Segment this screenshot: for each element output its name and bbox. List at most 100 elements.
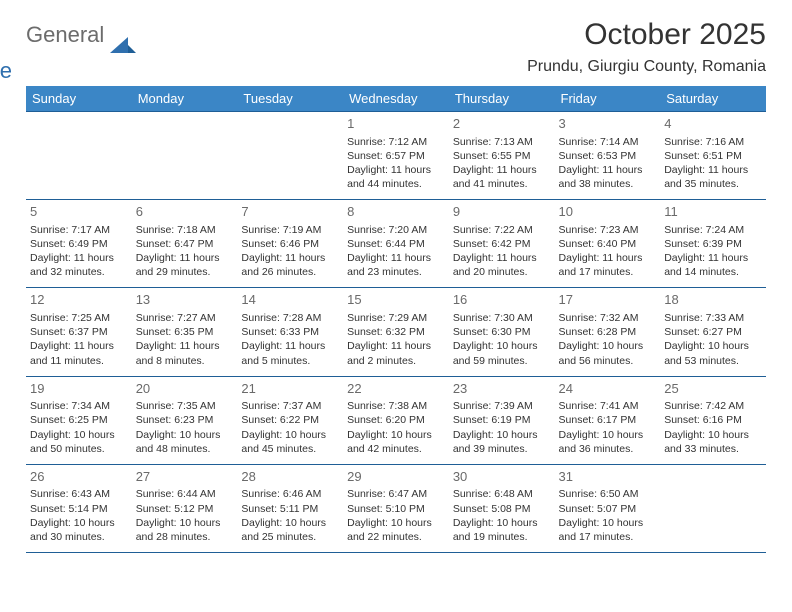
calendar-day-cell: 19Sunrise: 7:34 AMSunset: 6:25 PMDayligh… xyxy=(26,376,132,464)
day-number: 25 xyxy=(664,380,762,398)
day-number: 27 xyxy=(136,468,234,486)
daylight-text: Daylight: 10 hours and 39 minutes. xyxy=(453,428,551,456)
sunset-text: Sunset: 5:08 PM xyxy=(453,502,551,516)
sunrise-text: Sunrise: 7:25 AM xyxy=(30,311,128,325)
sunset-text: Sunset: 6:25 PM xyxy=(30,413,128,427)
calendar-day-cell: 27Sunrise: 6:44 AMSunset: 5:12 PMDayligh… xyxy=(132,464,238,552)
sunset-text: Sunset: 5:12 PM xyxy=(136,502,234,516)
sunset-text: Sunset: 5:07 PM xyxy=(559,502,657,516)
daylight-text: Daylight: 11 hours and 29 minutes. xyxy=(136,251,234,279)
sunset-text: Sunset: 5:10 PM xyxy=(347,502,445,516)
sunrise-text: Sunrise: 7:33 AM xyxy=(664,311,762,325)
calendar-day-cell: 14Sunrise: 7:28 AMSunset: 6:33 PMDayligh… xyxy=(237,288,343,376)
sunset-text: Sunset: 5:14 PM xyxy=(30,502,128,516)
sunset-text: Sunset: 6:22 PM xyxy=(241,413,339,427)
sunrise-text: Sunrise: 7:19 AM xyxy=(241,223,339,237)
calendar-day-cell: 22Sunrise: 7:38 AMSunset: 6:20 PMDayligh… xyxy=(343,376,449,464)
header: General Blue October 2025 Prundu, Giurgi… xyxy=(26,18,766,76)
day-number: 30 xyxy=(453,468,551,486)
daylight-text: Daylight: 10 hours and 56 minutes. xyxy=(559,339,657,367)
daylight-text: Daylight: 10 hours and 22 minutes. xyxy=(347,516,445,544)
day-number: 11 xyxy=(664,203,762,221)
sunrise-text: Sunrise: 7:17 AM xyxy=(30,223,128,237)
sunset-text: Sunset: 6:16 PM xyxy=(664,413,762,427)
daylight-text: Daylight: 11 hours and 17 minutes. xyxy=(559,251,657,279)
calendar-day-cell: 4Sunrise: 7:16 AMSunset: 6:51 PMDaylight… xyxy=(660,112,766,200)
month-title: October 2025 xyxy=(527,18,766,52)
sunrise-text: Sunrise: 7:27 AM xyxy=(136,311,234,325)
weekday-header: Saturday xyxy=(660,86,766,112)
day-number: 7 xyxy=(241,203,339,221)
calendar-day-cell: 31Sunrise: 6:50 AMSunset: 5:07 PMDayligh… xyxy=(555,464,661,552)
day-number: 15 xyxy=(347,291,445,309)
calendar-table: SundayMondayTuesdayWednesdayThursdayFrid… xyxy=(26,86,766,553)
sunrise-text: Sunrise: 7:42 AM xyxy=(664,399,762,413)
calendar-day-cell: 21Sunrise: 7:37 AMSunset: 6:22 PMDayligh… xyxy=(237,376,343,464)
daylight-text: Daylight: 10 hours and 45 minutes. xyxy=(241,428,339,456)
calendar-day-cell: 8Sunrise: 7:20 AMSunset: 6:44 PMDaylight… xyxy=(343,200,449,288)
daylight-text: Daylight: 10 hours and 17 minutes. xyxy=(559,516,657,544)
day-number: 26 xyxy=(30,468,128,486)
sunset-text: Sunset: 6:30 PM xyxy=(453,325,551,339)
weekday-header: Wednesday xyxy=(343,86,449,112)
calendar-day-cell: 16Sunrise: 7:30 AMSunset: 6:30 PMDayligh… xyxy=(449,288,555,376)
calendar-day-cell: 6 Sunrise: 7:18 AMSunset: 6:47 PMDaylight… xyxy=(132,200,238,288)
sunrise-text: Sunrise: 7:18 AM xyxy=(136,223,234,237)
daylight-text: Daylight: 10 hours and 30 minutes. xyxy=(30,516,128,544)
calendar-day-cell: 28Sunrise: 6:46 AMSunset: 5:11 PMDayligh… xyxy=(237,464,343,552)
weekday-header: Tuesday xyxy=(237,86,343,112)
daylight-text: Daylight: 10 hours and 50 minutes. xyxy=(30,428,128,456)
calendar-week-row: 5Sunrise: 7:17 AMSunset: 6:49 PMDaylight… xyxy=(26,200,766,288)
calendar-week-row: 19Sunrise: 7:34 AMSunset: 6:25 PMDayligh… xyxy=(26,376,766,464)
weekday-header: Thursday xyxy=(449,86,555,112)
calendar-day-cell xyxy=(660,464,766,552)
sunset-text: Sunset: 6:28 PM xyxy=(559,325,657,339)
daylight-text: Daylight: 10 hours and 33 minutes. xyxy=(664,428,762,456)
logo-triangle-icon xyxy=(110,35,136,58)
calendar-week-row: 1Sunrise: 7:12 AMSunset: 6:57 PMDaylight… xyxy=(26,112,766,200)
day-number: 21 xyxy=(241,380,339,398)
calendar-day-cell: 18Sunrise: 7:33 AMSunset: 6:27 PMDayligh… xyxy=(660,288,766,376)
logo-text-blue: Blue xyxy=(0,60,46,82)
sunset-text: Sunset: 6:40 PM xyxy=(559,237,657,251)
daylight-text: Daylight: 10 hours and 59 minutes. xyxy=(453,339,551,367)
sunrise-text: Sunrise: 6:43 AM xyxy=(30,487,128,501)
sunrise-text: Sunrise: 7:41 AM xyxy=(559,399,657,413)
day-number: 6 xyxy=(136,203,234,221)
daylight-text: Daylight: 11 hours and 41 minutes. xyxy=(453,163,551,191)
calendar-day-cell: 23Sunrise: 7:39 AMSunset: 6:19 PMDayligh… xyxy=(449,376,555,464)
sunset-text: Sunset: 5:11 PM xyxy=(241,502,339,516)
calendar-day-cell: 9Sunrise: 7:22 AMSunset: 6:42 PMDaylight… xyxy=(449,200,555,288)
daylight-text: Daylight: 10 hours and 48 minutes. xyxy=(136,428,234,456)
day-number: 14 xyxy=(241,291,339,309)
calendar-day-cell: 5Sunrise: 7:17 AMSunset: 6:49 PMDaylight… xyxy=(26,200,132,288)
sunset-text: Sunset: 6:46 PM xyxy=(241,237,339,251)
day-number: 20 xyxy=(136,380,234,398)
sunrise-text: Sunrise: 7:35 AM xyxy=(136,399,234,413)
sunset-text: Sunset: 6:17 PM xyxy=(559,413,657,427)
calendar-day-cell: 13Sunrise: 7:27 AMSunset: 6:35 PMDayligh… xyxy=(132,288,238,376)
day-number: 10 xyxy=(559,203,657,221)
sunset-text: Sunset: 6:35 PM xyxy=(136,325,234,339)
calendar-week-row: 26Sunrise: 6:43 AMSunset: 5:14 PMDayligh… xyxy=(26,464,766,552)
sunrise-text: Sunrise: 7:29 AM xyxy=(347,311,445,325)
calendar-day-cell: 25Sunrise: 7:42 AMSunset: 6:16 PMDayligh… xyxy=(660,376,766,464)
sunset-text: Sunset: 6:42 PM xyxy=(453,237,551,251)
sunrise-text: Sunrise: 7:24 AM xyxy=(664,223,762,237)
calendar-day-cell: 3Sunrise: 7:14 AMSunset: 6:53 PMDaylight… xyxy=(555,112,661,200)
sunset-text: Sunset: 6:47 PM xyxy=(136,237,234,251)
daylight-text: Daylight: 11 hours and 32 minutes. xyxy=(30,251,128,279)
day-number: 24 xyxy=(559,380,657,398)
calendar-day-cell: 15Sunrise: 7:29 AMSunset: 6:32 PMDayligh… xyxy=(343,288,449,376)
sunset-text: Sunset: 6:49 PM xyxy=(30,237,128,251)
sunrise-text: Sunrise: 7:14 AM xyxy=(559,135,657,149)
daylight-text: Daylight: 11 hours and 14 minutes. xyxy=(664,251,762,279)
daylight-text: Daylight: 10 hours and 25 minutes. xyxy=(241,516,339,544)
logo: General Blue xyxy=(26,18,136,68)
sunset-text: Sunset: 6:53 PM xyxy=(559,149,657,163)
sunset-text: Sunset: 6:57 PM xyxy=(347,149,445,163)
sunset-text: Sunset: 6:23 PM xyxy=(136,413,234,427)
day-number: 31 xyxy=(559,468,657,486)
calendar-header-row: SundayMondayTuesdayWednesdayThursdayFrid… xyxy=(26,86,766,112)
sunrise-text: Sunrise: 7:37 AM xyxy=(241,399,339,413)
